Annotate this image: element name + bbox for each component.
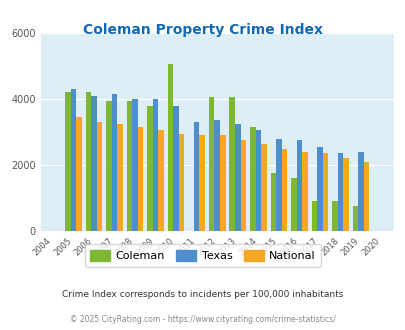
Bar: [111, 94, 117, 231]
Bar: [220, 135, 225, 231]
Bar: [158, 130, 164, 231]
Bar: [85, 92, 91, 231]
Bar: [76, 117, 81, 231]
Bar: [152, 99, 158, 231]
Text: Crime Index corresponds to incidents per 100,000 inhabitants: Crime Index corresponds to incidents per…: [62, 290, 343, 299]
Bar: [240, 140, 245, 231]
Bar: [296, 140, 301, 231]
Text: Coleman Property Crime Index: Coleman Property Crime Index: [83, 23, 322, 37]
Bar: [290, 178, 296, 231]
Bar: [249, 127, 255, 231]
Bar: [91, 96, 96, 231]
Legend: Coleman, Texas, National: Coleman, Texas, National: [84, 245, 321, 267]
Bar: [275, 139, 281, 231]
Bar: [106, 101, 111, 231]
Bar: [357, 152, 363, 231]
Text: © 2025 CityRating.com - https://www.cityrating.com/crime-statistics/: © 2025 CityRating.com - https://www.city…: [70, 315, 335, 324]
Bar: [337, 153, 342, 231]
Bar: [147, 106, 152, 231]
Bar: [234, 124, 240, 231]
Bar: [126, 101, 132, 231]
Bar: [311, 201, 316, 231]
Bar: [260, 144, 266, 231]
Bar: [199, 135, 205, 231]
Bar: [65, 92, 70, 231]
Bar: [132, 99, 138, 231]
Bar: [331, 201, 337, 231]
Bar: [209, 97, 214, 231]
Bar: [96, 122, 102, 231]
Bar: [194, 122, 199, 231]
Bar: [281, 148, 286, 231]
Bar: [316, 147, 322, 231]
Bar: [342, 158, 348, 231]
Bar: [179, 134, 184, 231]
Bar: [363, 162, 369, 231]
Bar: [255, 130, 260, 231]
Bar: [301, 152, 307, 231]
Bar: [229, 97, 234, 231]
Bar: [70, 89, 76, 231]
Bar: [138, 127, 143, 231]
Bar: [167, 64, 173, 231]
Bar: [322, 153, 327, 231]
Bar: [352, 206, 357, 231]
Bar: [214, 120, 220, 231]
Bar: [173, 106, 179, 231]
Bar: [270, 173, 275, 231]
Bar: [117, 124, 123, 231]
